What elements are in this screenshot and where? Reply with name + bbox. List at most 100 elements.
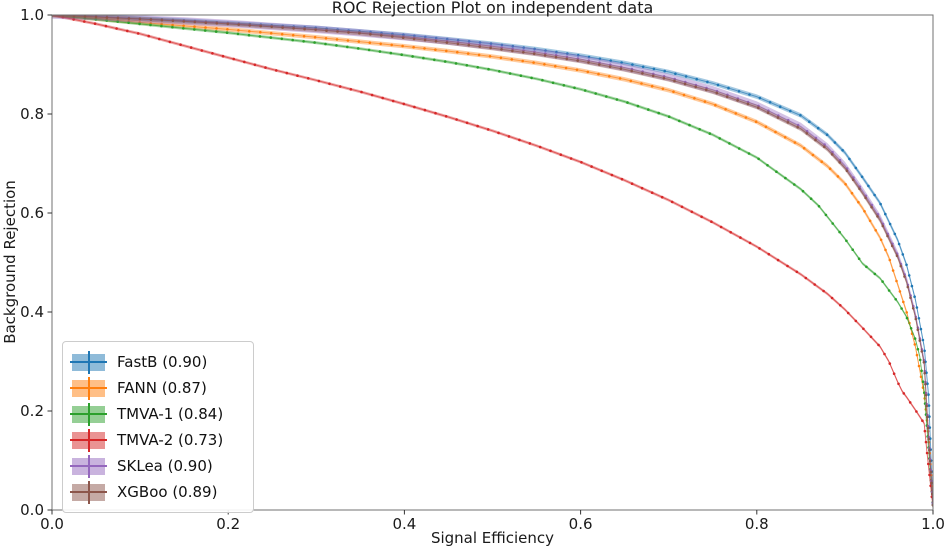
- marker-dot: [171, 19, 175, 23]
- marker-dot: [127, 21, 130, 25]
- marker-dot: [600, 169, 603, 173]
- marker-dot: [927, 393, 930, 396]
- marker-dot: [445, 41, 449, 44]
- marker-dot: [168, 40, 172, 44]
- marker-dot: [402, 102, 406, 106]
- marker-dot: [915, 353, 919, 357]
- marker-dot: [619, 65, 623, 69]
- marker-dot: [905, 311, 908, 314]
- marker-dot: [838, 230, 841, 234]
- marker-dot: [754, 120, 758, 123]
- marker-dot: [500, 48, 503, 51]
- marker-dot: [651, 74, 655, 78]
- marker-dot: [736, 99, 739, 102]
- marker-dot: [215, 27, 218, 30]
- marker-dot: [916, 328, 920, 332]
- marker-dot: [511, 47, 514, 51]
- marker-dot: [583, 89, 587, 92]
- marker-dot: [434, 40, 438, 43]
- marker-dot: [445, 49, 448, 53]
- marker-dot: [400, 53, 404, 56]
- marker-dot: [918, 339, 922, 342]
- marker-dot: [888, 222, 892, 226]
- marker-dot: [598, 61, 601, 64]
- marker-dot: [865, 265, 868, 269]
- marker-dot: [379, 42, 383, 46]
- marker-dot: [541, 78, 544, 82]
- marker-dot: [522, 51, 525, 54]
- marker-dot: [901, 253, 905, 256]
- marker-dot: [221, 54, 225, 58]
- marker-dot: [193, 28, 196, 31]
- marker-dot: [890, 244, 894, 248]
- marker-dot: [888, 362, 892, 365]
- marker-dot: [147, 34, 150, 38]
- marker-dot: [549, 149, 552, 153]
- marker-dot: [920, 350, 924, 353]
- marker-dot: [879, 202, 882, 206]
- marker-dot: [626, 101, 629, 104]
- marker-dot: [533, 47, 536, 51]
- chart-title: ROC Rejection Plot on independent data: [331, 0, 654, 17]
- marker-dot: [928, 459, 932, 463]
- marker-dot: [302, 40, 305, 43]
- marker-dot: [892, 372, 896, 376]
- marker-dot: [576, 57, 580, 60]
- marker-dot: [838, 158, 842, 162]
- marker-dot: [921, 419, 924, 423]
- marker-dot: [924, 440, 928, 444]
- marker-dot: [811, 153, 815, 157]
- marker-dot: [814, 136, 818, 140]
- marker-dot: [652, 72, 655, 76]
- marker-dot: [927, 437, 930, 441]
- marker-dot: [746, 102, 750, 106]
- marker-dot: [456, 42, 460, 46]
- marker-dot: [673, 79, 676, 83]
- ticks-group: [47, 14, 934, 515]
- marker-dot: [831, 150, 834, 154]
- marker-dot: [555, 50, 558, 54]
- marker-dot: [594, 92, 597, 95]
- marker-dot: [703, 100, 707, 103]
- x-tick-label: 0.8: [745, 515, 769, 533]
- marker-dot: [573, 86, 576, 90]
- marker-dot: [694, 83, 698, 87]
- marker-dot: [445, 37, 449, 41]
- tick-labels-group: 0.0 0.2 0.4 0.6 0.8 1.0 0.0 0.2 0.4 0.6 0.8 1.0: [20, 6, 945, 533]
- marker-dot: [786, 118, 790, 122]
- marker-dot: [895, 279, 898, 283]
- marker-dot: [858, 185, 861, 188]
- marker-dot: [783, 136, 787, 139]
- marker-dot: [858, 187, 861, 191]
- marker-dot: [171, 23, 174, 27]
- marker-dot: [126, 29, 129, 33]
- marker-dot: [715, 91, 719, 95]
- series-XGBoo: [52, 15, 933, 510]
- marker-dot: [248, 24, 251, 27]
- marker-dot: [928, 473, 931, 477]
- marker-dot: [748, 93, 751, 96]
- legend-errorbar-vertical: [87, 454, 90, 478]
- marker-dot: [833, 141, 837, 144]
- marker-dot: [774, 130, 777, 134]
- marker-dot: [881, 280, 884, 283]
- marker-dot: [116, 16, 120, 20]
- marker-dot: [881, 224, 885, 228]
- series-TMVA-2: [52, 15, 933, 509]
- marker-dot: [641, 70, 644, 73]
- marker-dot: [924, 382, 927, 386]
- legend-errorbar-vertical: [87, 376, 90, 400]
- marker-dot: [928, 415, 931, 418]
- series-markers-TMVA-1: [52, 15, 933, 504]
- marker-dot: [804, 276, 808, 280]
- legend-label-TMVA-1: TMVA-1 (0.84): [117, 405, 224, 423]
- marker-dot: [598, 63, 601, 66]
- marker-dot: [247, 33, 251, 37]
- marker-dot: [857, 257, 861, 261]
- marker-dot: [182, 24, 185, 28]
- marker-dot: [894, 298, 897, 301]
- marker-dot: [662, 75, 666, 78]
- marker-dot: [694, 85, 697, 89]
- marker-dot: [566, 52, 569, 55]
- marker-dot: [836, 175, 840, 178]
